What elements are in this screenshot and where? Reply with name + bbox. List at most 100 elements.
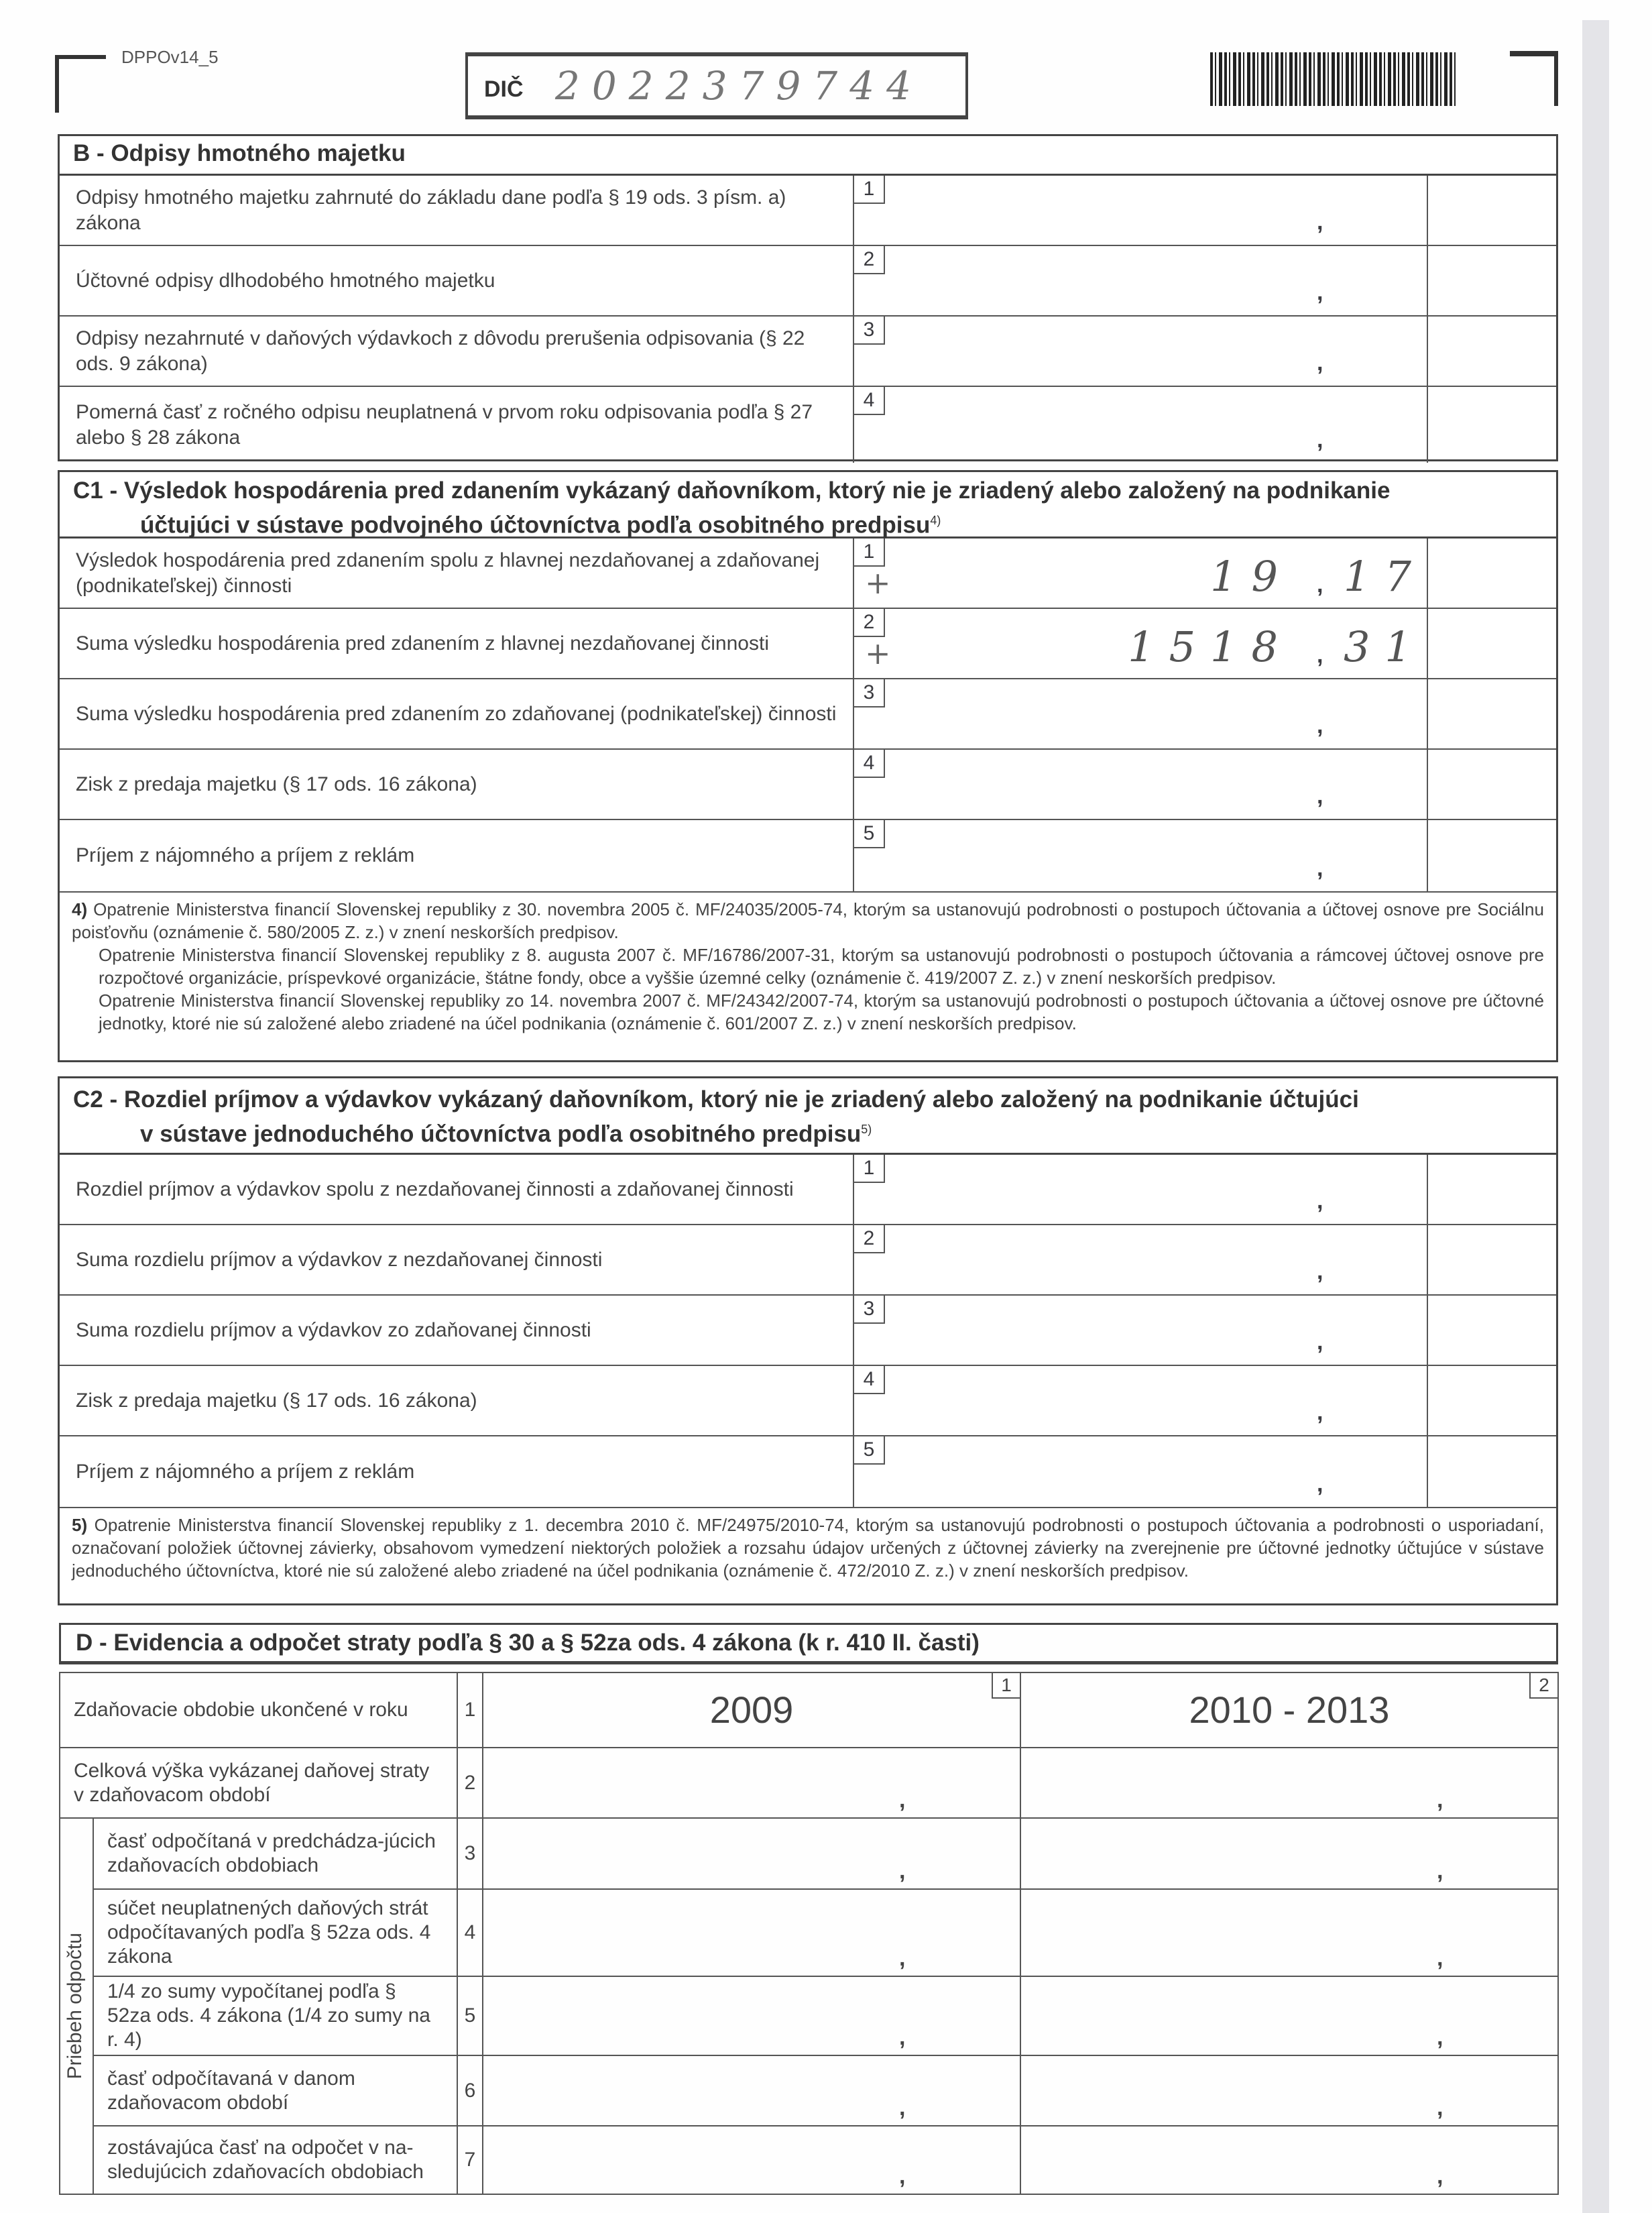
decimal-separator: ,: [899, 2025, 906, 2050]
decimal-separator: ,: [1317, 1259, 1323, 1284]
row-number: 2: [854, 246, 885, 274]
amount-field[interactable]: 2,: [854, 246, 1428, 315]
amount-integer: 19: [1210, 552, 1293, 601]
extra-field[interactable]: [1428, 538, 1556, 608]
form-row: Suma rozdielu príjmov a výdavkov z nezda…: [60, 1225, 1556, 1296]
footnote-4: 4) Opatrenie Ministerstva financií Slove…: [60, 891, 1556, 1040]
extra-field[interactable]: [1428, 246, 1556, 315]
row-label: 1/4 zo sumy vypočítanej podľa § 52za ods…: [93, 1976, 458, 2056]
section-c1: C1 - Výsledok hospodárenia pred zdanením…: [58, 470, 1558, 1062]
value-cell-1[interactable]: ,: [482, 1817, 1021, 1890]
extra-field[interactable]: [1428, 176, 1556, 245]
row-label: Príjem z nájomného a príjem z reklám: [60, 820, 854, 891]
extra-field[interactable]: [1428, 750, 1556, 819]
decimal-separator: ,: [1317, 783, 1323, 809]
decimal-separator: ,: [1437, 2025, 1443, 2050]
form-row: Zisk z predaja majetku (§ 17 ods. 16 zák…: [60, 1366, 1556, 1436]
section-c2-title-line2: v sústave jednoduchého účtovníctva podľa…: [140, 1121, 862, 1147]
dic-value[interactable]: 2022379744: [555, 63, 924, 109]
extra-field[interactable]: [1428, 1225, 1556, 1294]
form-row: Odpisy nezahrnuté v daňových výdavkoch z…: [60, 317, 1556, 387]
decimal-separator: ,: [1437, 1787, 1443, 1813]
decimal-separator: ,: [1317, 1188, 1323, 1214]
amount-field[interactable]: 5,: [854, 820, 1428, 891]
amount-field[interactable]: 4,: [854, 387, 1428, 463]
value-cell-1[interactable]: ,: [482, 2125, 1021, 2195]
row-number: 3: [854, 679, 885, 707]
amount-field[interactable]: 4,: [854, 1366, 1428, 1435]
section-c1-title-line2: účtujúci v sústave podvojného účtovníctv…: [140, 512, 931, 538]
form-row: Účtovné odpisy dlhodobého hmotného majet…: [60, 246, 1556, 317]
row-number: 4: [854, 1366, 885, 1394]
section-b-title: B - Odpisy hmotného majetku: [60, 136, 1556, 176]
form-code: DPPOv14_5: [121, 47, 219, 67]
amount-field[interactable]: 3,: [854, 317, 1428, 386]
amount-field[interactable]: 3,: [854, 1296, 1428, 1365]
row-number: 5: [854, 1436, 885, 1465]
decimal-separator: ,: [1317, 427, 1323, 453]
value-cell-1[interactable]: ,: [482, 2055, 1021, 2126]
value-cell-2[interactable]: ,: [1020, 1976, 1559, 2056]
extra-field[interactable]: [1428, 1155, 1556, 1224]
table-row: zostávajúca časť na odpočet v na-sledujú…: [60, 2125, 1559, 2195]
row-number: 1: [854, 176, 885, 204]
row-label: Rozdiel príjmov a výdavkov spolu z nezda…: [60, 1155, 854, 1224]
value-cell-2[interactable]: ,: [1020, 2055, 1559, 2126]
extra-field[interactable]: [1428, 387, 1556, 463]
form-row: Pomerná časť z ročného odpisu neuplatnen…: [60, 387, 1556, 463]
amount-sign: +: [865, 635, 891, 671]
group-label: Priebeh odpočtu: [64, 1933, 86, 2080]
value-cell-1[interactable]: ,: [482, 1888, 1021, 1977]
row-label: Odpisy nezahrnuté v daňových výdavkoch z…: [60, 317, 854, 386]
row-number: 5: [457, 1976, 483, 2056]
extra-field[interactable]: [1428, 1436, 1556, 1507]
value-cell-1[interactable]: ,: [482, 1747, 1021, 1819]
decimal-separator: ,: [1317, 209, 1323, 235]
column-number: 2: [1529, 1673, 1557, 1699]
value-cell-1[interactable]: 2009 1: [482, 1672, 1021, 1748]
form-row: Zisk z predaja majetku (§ 17 ods. 16 zák…: [60, 750, 1556, 820]
amount-field[interactable]: 1,: [854, 176, 1428, 245]
row-number: 2: [457, 1747, 483, 1819]
row-number: 4: [854, 387, 885, 415]
row-label: Suma rozdielu príjmov a výdavkov zo zdaň…: [60, 1296, 854, 1365]
amount-field[interactable]: 1,: [854, 1155, 1428, 1224]
table-row: Celková výška vykázanej daňovej straty v…: [59, 1747, 1559, 1819]
row-label: Suma výsledku hospodárenia pred zdanením…: [60, 679, 854, 748]
registration-mark-left: [55, 55, 106, 113]
decimal-separator: ,: [1317, 1329, 1323, 1355]
amount-field[interactable]: 2,: [854, 1225, 1428, 1294]
row-number: 3: [854, 317, 885, 345]
extra-field[interactable]: [1428, 317, 1556, 386]
value-cell-2[interactable]: ,: [1020, 2125, 1559, 2195]
form-row: Suma výsledku hospodárenia pred zdanením…: [60, 679, 1556, 750]
decimal-separator: ,: [1317, 856, 1323, 881]
amount-field[interactable]: 1 +19, 17: [854, 538, 1428, 608]
extra-field[interactable]: [1428, 609, 1556, 678]
amount-field[interactable]: 5,: [854, 1436, 1428, 1507]
value-cell-2[interactable]: ,: [1020, 1817, 1559, 1890]
period-year: 2010 - 2013: [1189, 1689, 1390, 1731]
value-cell-2[interactable]: 2010 - 2013 2: [1020, 1672, 1559, 1748]
amount-decimals: 31: [1344, 622, 1426, 671]
value-cell-2[interactable]: ,: [1020, 1747, 1559, 1819]
row-number: 6: [457, 2055, 483, 2126]
section-c2-rows: Rozdiel príjmov a výdavkov spolu z nezda…: [60, 1155, 1556, 1507]
decimal-separator: ,: [1317, 1471, 1323, 1497]
barcode: [1210, 52, 1456, 106]
extra-field[interactable]: [1428, 1296, 1556, 1365]
section-c2-title-line1: C2 - Rozdiel príjmov a výdavkov vykázaný…: [73, 1086, 1359, 1113]
amount-field[interactable]: 4,: [854, 750, 1428, 819]
extra-field[interactable]: [1428, 820, 1556, 891]
amount-field[interactable]: 3,: [854, 679, 1428, 748]
form-row: Suma rozdielu príjmov a výdavkov zo zdaň…: [60, 1296, 1556, 1366]
section-c1-title: C1 - Výsledok hospodárenia pred zdanením…: [60, 472, 1556, 538]
value-cell-2[interactable]: ,: [1020, 1888, 1559, 1977]
value-cell-1[interactable]: ,: [482, 1976, 1021, 2056]
row-number: 4: [457, 1888, 483, 1977]
amount-field[interactable]: 2 +1518, 31: [854, 609, 1428, 678]
extra-field[interactable]: [1428, 1366, 1556, 1435]
scan-edge-strip: [1582, 20, 1609, 2213]
row-label: zostávajúca časť na odpočet v na-sledujú…: [93, 2125, 458, 2195]
extra-field[interactable]: [1428, 679, 1556, 748]
